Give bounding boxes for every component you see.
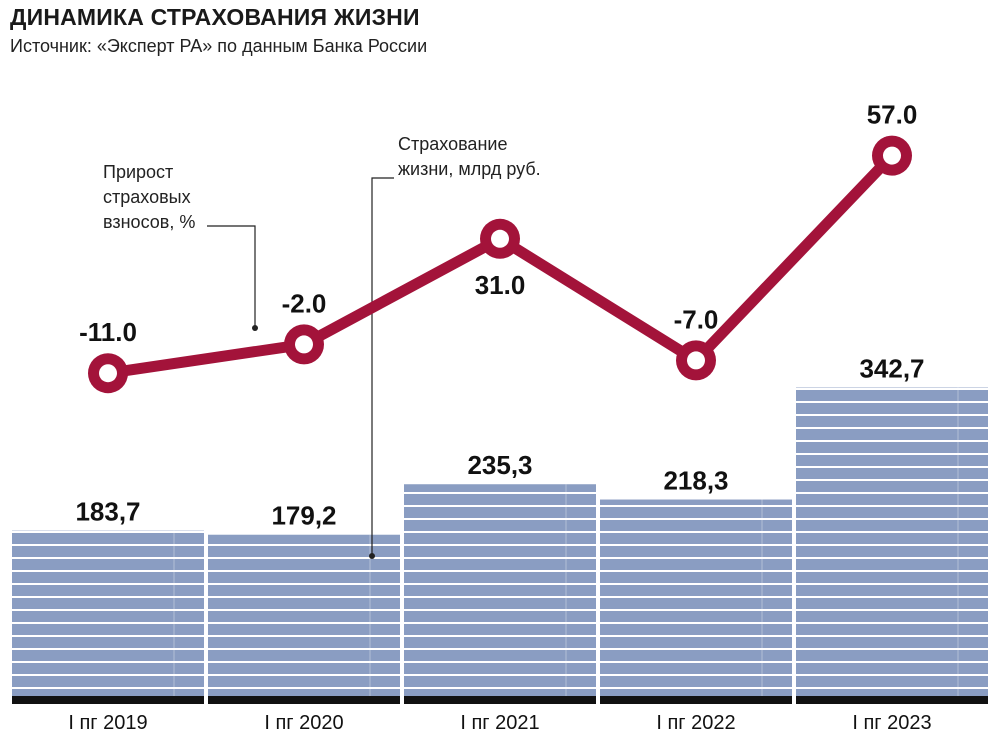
bar-base-1 — [12, 696, 204, 704]
annotation-premiums-2: жизни, млрд руб. — [398, 159, 541, 179]
bar-4 — [600, 499, 792, 696]
leader-premiums — [371, 177, 394, 556]
line-marker-center-3 — [491, 229, 509, 248]
bar-group — [12, 387, 988, 704]
bar-base-2 — [208, 696, 400, 704]
bar-value-label-2: 179,2 — [271, 501, 336, 531]
category-label-3: I пг 2021 — [460, 712, 539, 734]
label-group: 183,7 I пг 2019 179,2 I пг 2020 235,3 I пг 20… — [68, 100, 931, 734]
bar-value-label-5: 342,7 — [859, 354, 924, 384]
line-value-label-1: -11.0 — [79, 317, 137, 347]
bar-value-label-1: 183,7 — [75, 497, 140, 527]
line-marker-center-4 — [687, 351, 705, 370]
annotation-growth-3: взносов, % — [103, 212, 195, 232]
line-marker-center-5 — [883, 146, 901, 165]
bar-1 — [12, 530, 204, 696]
bar-value-label-4: 218,3 — [663, 466, 728, 496]
annotation-leaders — [207, 177, 394, 559]
line-marker-center-2 — [295, 335, 313, 354]
category-label-4: I пг 2022 — [656, 712, 735, 734]
bar-2 — [208, 534, 400, 696]
bar-base-5 — [796, 696, 988, 704]
leader-growth-dot — [252, 325, 258, 331]
category-label-5: I пг 2023 — [852, 712, 931, 734]
leader-premiums-dot — [369, 553, 375, 559]
annotation-premiums-1: Страхование — [398, 134, 507, 154]
line-value-label-5: 57.0 — [867, 100, 918, 130]
annotation-growth-2: страховых — [103, 187, 191, 207]
bar-base-3 — [404, 696, 596, 704]
line-value-label-2: -2.0 — [282, 288, 327, 318]
chart-title: ДИНАМИКА СТРАХОВАНИЯ ЖИЗНИ — [10, 4, 420, 30]
chart-source: Источник: «Эксперт РА» по данным Банка Р… — [10, 36, 428, 56]
growth-line — [107, 151, 896, 379]
line-value-label-3: 31.0 — [475, 270, 526, 300]
line-value-label-4: -7.0 — [674, 304, 719, 334]
bar-base-4 — [600, 696, 792, 704]
bar-3 — [404, 484, 596, 696]
category-label-1: I пг 2019 — [68, 712, 147, 734]
line-series — [88, 135, 912, 394]
leader-growth — [207, 225, 256, 328]
bar-value-label-3: 235,3 — [467, 450, 532, 480]
line-marker-center-1 — [99, 364, 117, 383]
annotation-growth-1: Прирост — [103, 162, 173, 182]
bar-5 — [796, 387, 988, 696]
category-label-2: I пг 2020 — [264, 712, 343, 734]
